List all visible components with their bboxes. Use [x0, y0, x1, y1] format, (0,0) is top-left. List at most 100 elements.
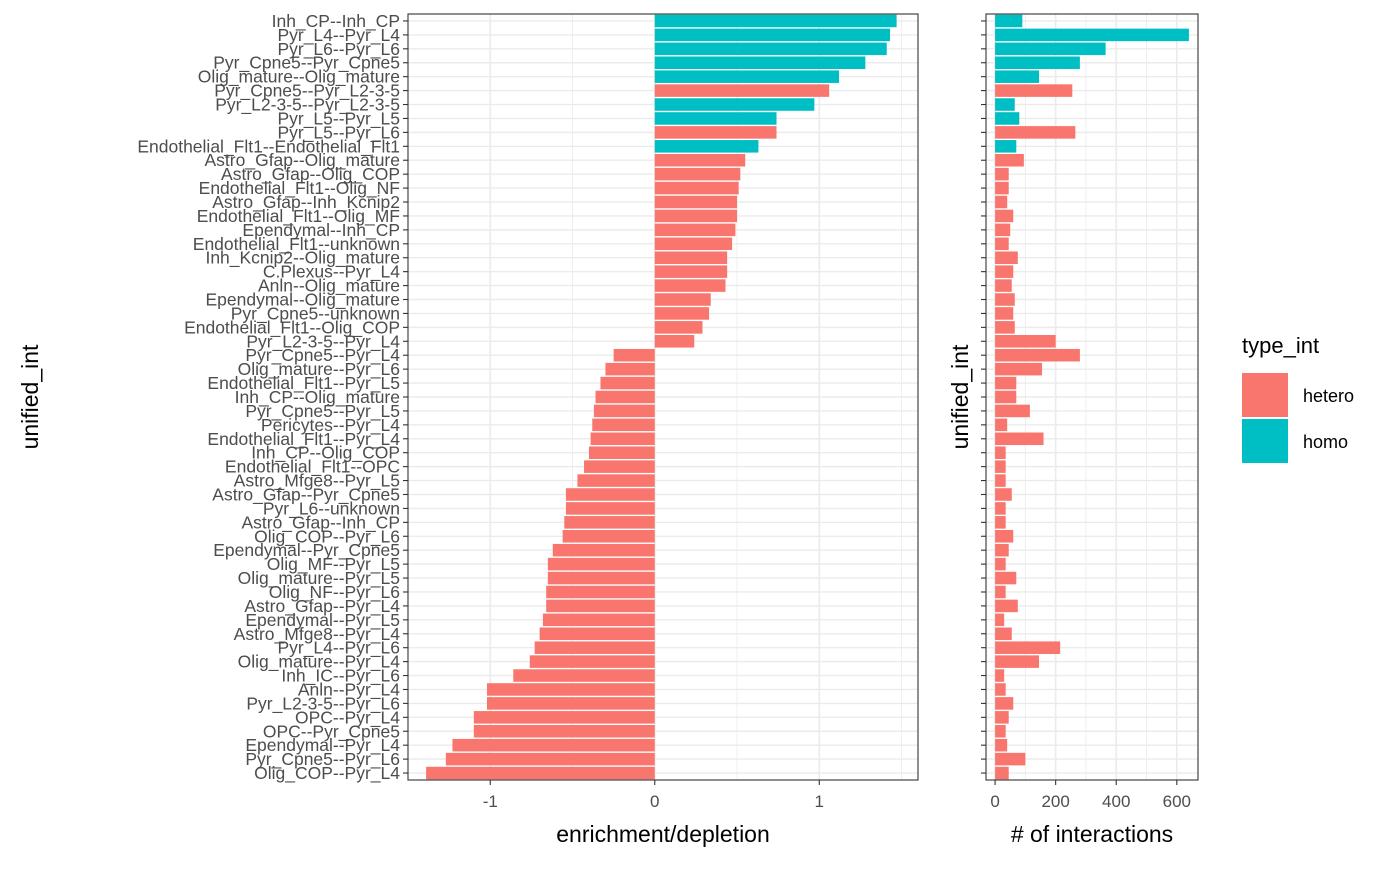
p1-bar	[654, 98, 815, 111]
p1-bar	[539, 627, 655, 641]
p2-bar	[995, 585, 1006, 599]
row-label: Pyr_Cpne5--unknown	[231, 303, 400, 324]
row-label: Olig_mature--Pyr_L4	[238, 652, 401, 673]
row-label: Ependymal--Pyr_Cpne5	[213, 540, 400, 561]
p2-bar	[995, 153, 1024, 167]
legend: type_int hetero homo	[1242, 333, 1354, 463]
p2-bar	[995, 126, 1076, 139]
p2-x-tick-label: 200	[1041, 792, 1069, 811]
p2-bar	[995, 265, 1014, 278]
p2-x-tick-label: 600	[1163, 792, 1191, 811]
p1-bar	[613, 348, 655, 362]
interactions-y-axis-title: unified_int	[947, 344, 973, 449]
p2-bar	[995, 432, 1044, 446]
legend-label-homo: homo	[1303, 432, 1348, 452]
p2-bar	[995, 376, 1017, 390]
enrichment-x-axis-title: enrichment/depletion	[556, 821, 770, 847]
row-label: Astro_Gfap--Olig_mature	[205, 150, 401, 171]
row-label: Anln--Olig_mature	[258, 276, 400, 297]
p1-bar	[565, 488, 655, 501]
row-label: Pyr_Cpne5--Pyr_L2-3-5	[214, 81, 400, 102]
row-label: Ependymal--Inh_CP	[242, 220, 400, 241]
row-label: Astro_Gfap--Pyr_Cpne5	[212, 484, 400, 505]
p1-bar	[654, 195, 738, 209]
p1-bar	[552, 543, 655, 557]
p2-bar	[995, 390, 1017, 404]
p1-bar	[547, 557, 655, 571]
p1-bar	[605, 362, 655, 376]
p2-bar	[995, 516, 1006, 529]
p2-bar	[995, 418, 1008, 432]
p1-bar	[577, 474, 655, 487]
enrichment-y-ticks: Inh_CP--Inh_CPPyr_L4--Pyr_L4Pyr_L6--Pyr_…	[137, 11, 408, 784]
p1-bar	[486, 697, 655, 710]
p1-bar	[529, 655, 655, 668]
p2-bar	[995, 307, 1014, 320]
p2-bar	[995, 237, 1009, 251]
p2-bar	[995, 195, 1008, 209]
p1-bar	[445, 752, 655, 766]
row-label: Pyr_Cpne5--Pyr_L5	[245, 401, 400, 422]
p2-bar	[995, 613, 1005, 627]
p2-bar	[995, 502, 1006, 515]
row-label: Pyr_Cpne5--Pyr_L6	[245, 749, 400, 770]
row-label: Olig_mature--Pyr_L6	[238, 359, 400, 380]
p2-bar	[995, 752, 1026, 766]
row-label: Olig_mature--Olig_mature	[198, 67, 400, 88]
p1-bar	[562, 530, 655, 543]
p2-bar	[995, 711, 1009, 724]
p2-bar	[995, 404, 1030, 418]
row-label: Pyr_L4--Pyr_L6	[277, 638, 400, 659]
row-label: Olig_NF--Pyr_L6	[269, 582, 400, 603]
p1-bar	[654, 42, 887, 56]
enrichment-bars	[426, 14, 897, 780]
legend-title: type_int	[1242, 333, 1319, 358]
p2-bar	[995, 181, 1009, 195]
legend-swatch-homo	[1242, 419, 1288, 463]
p2-bar	[995, 42, 1106, 56]
p1-bar	[654, 307, 710, 320]
p1-bar	[600, 376, 655, 390]
interactions-panel: 0 200 400 600 # of interactions unified_int	[947, 13, 1199, 847]
row-label: Astro_Mfge8--Pyr_L5	[234, 471, 400, 492]
row-label: Endothelial_Flt1--Pyr_L4	[207, 429, 400, 450]
p2-x-tick-label: 400	[1102, 792, 1130, 811]
legend-label-hetero: hetero	[1303, 386, 1354, 406]
row-label: Inh_CP--Inh_CP	[272, 11, 400, 32]
row-label: Pyr_Cpne5--Pyr_Cpne5	[213, 53, 400, 74]
p2-bar	[995, 683, 1006, 696]
p2-bar	[995, 279, 1012, 292]
row-label: Olig_COP--Pyr_L4	[254, 763, 400, 784]
p2-bar	[995, 724, 1006, 738]
p2-bar	[995, 112, 1020, 125]
p2-bar	[995, 530, 1014, 543]
p1-bar	[452, 738, 655, 752]
row-label: Pyr_L6--unknown	[263, 498, 400, 519]
p1-bar	[584, 460, 655, 473]
p1-bar	[592, 418, 655, 432]
p2-bar	[995, 362, 1043, 376]
row-label: Ependymal--Pyr_L4	[245, 735, 400, 756]
p1-bar	[513, 669, 655, 682]
p1-bar	[654, 181, 739, 195]
row-label: Inh_IC--Pyr_L6	[281, 666, 400, 687]
row-label: Pyr_L2-3-5--Pyr_L6	[246, 693, 400, 714]
row-label: C.Plexus--Pyr_L4	[263, 262, 400, 283]
row-label: Astro_Mfge8--Pyr_L4	[234, 624, 401, 645]
p1-bar	[595, 390, 655, 404]
p2-bar	[995, 167, 1009, 181]
p2-bar	[995, 627, 1012, 641]
p1-bar	[654, 223, 736, 237]
p1-bar	[588, 446, 655, 459]
p2-bar	[995, 140, 1017, 153]
p1-bar	[654, 56, 866, 70]
p1-x-tick-label: -1	[483, 792, 498, 811]
p2-bar	[995, 335, 1056, 348]
p1-bar	[486, 683, 655, 696]
row-label: Pyr_Cpne5--Pyr_L4	[245, 345, 400, 366]
p2-bar	[995, 557, 1006, 571]
p1-bar	[546, 599, 655, 613]
p1-bar	[654, 153, 746, 167]
p2-bar	[995, 56, 1080, 70]
p1-bar	[654, 84, 830, 97]
